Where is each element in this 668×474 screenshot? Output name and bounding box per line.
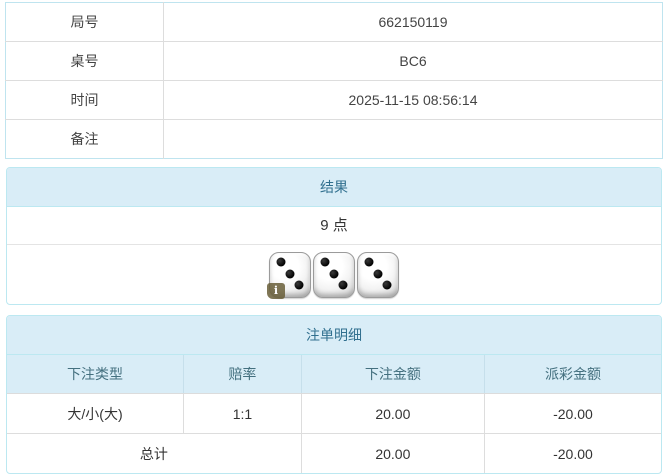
bet-payout-cell: -20.00 <box>484 393 661 434</box>
column-header-bet-amount: 下注金额 <box>301 355 485 394</box>
die-pip <box>329 269 339 279</box>
remark-label: 备注 <box>5 119 164 159</box>
time-label: 时间 <box>5 80 164 120</box>
die-pip <box>285 269 295 279</box>
round-id-value: 662150119 <box>163 2 663 42</box>
result-points: 9 点 <box>7 207 661 245</box>
column-header-odds: 赔率 <box>183 355 302 394</box>
table-row: 时间 2025-11-15 08:56:14 <box>5 80 663 120</box>
die-1-showing-3: i <box>267 251 311 299</box>
bets-table: 下注类型 赔率 下注金额 派彩金额 大/小(大) 1:1 20.00 -20.0… <box>7 355 661 473</box>
table-row: 备注 <box>5 119 663 159</box>
die-pip <box>276 257 286 267</box>
bet-amount-cell: 20.00 <box>301 393 485 434</box>
total-payout-cell: -20.00 <box>553 445 593 462</box>
die-pip <box>338 280 348 290</box>
total-label-cell: 总计 <box>7 433 302 473</box>
die-2-showing-3 <box>313 251 355 298</box>
round-info-table: 局号 662150119 桌号 BC6 时间 2025-11-15 08:56:… <box>5 2 663 159</box>
info-icon[interactable]: i <box>267 282 285 299</box>
total-row: 总计 20.00 -20.00 <box>7 433 661 473</box>
table-row: 局号 662150119 <box>5 2 663 42</box>
result-panel-title: 结果 <box>7 168 661 207</box>
die-pip <box>364 257 374 267</box>
result-panel: 结果 9 点 i <box>6 167 662 305</box>
die-pip <box>320 257 330 267</box>
table-id-value: BC6 <box>163 41 663 81</box>
die-pip <box>294 280 304 290</box>
round-id-label: 局号 <box>5 2 164 42</box>
bets-panel-title: 注单明细 <box>7 316 661 355</box>
dice-row: i <box>7 245 661 304</box>
bet-odds-cell: 1:1 <box>183 393 302 434</box>
time-value: 2025-11-15 08:56:14 <box>163 80 663 120</box>
remark-value <box>164 120 663 159</box>
table-id-label: 桌号 <box>5 41 164 81</box>
die-pip <box>373 269 383 279</box>
bet-row: 大/小(大) 1:1 20.00 -20.00 <box>7 393 661 434</box>
table-row: 桌号 BC6 <box>5 41 663 81</box>
die-pip <box>382 280 392 290</box>
total-bet-cell: 20.00 <box>301 433 485 473</box>
bets-panel: 注单明细 下注类型 赔率 下注金额 派彩金额 大/小(大) 1:1 20.00 … <box>6 315 662 474</box>
column-header-payout-amount: 派彩金额 <box>484 355 661 394</box>
bet-type-cell: 大/小(大) <box>7 393 185 434</box>
column-header-bet-type: 下注类型 <box>7 355 185 394</box>
bets-header-row: 下注类型 赔率 下注金额 派彩金额 <box>7 355 661 394</box>
die-3-showing-3 <box>357 251 399 298</box>
